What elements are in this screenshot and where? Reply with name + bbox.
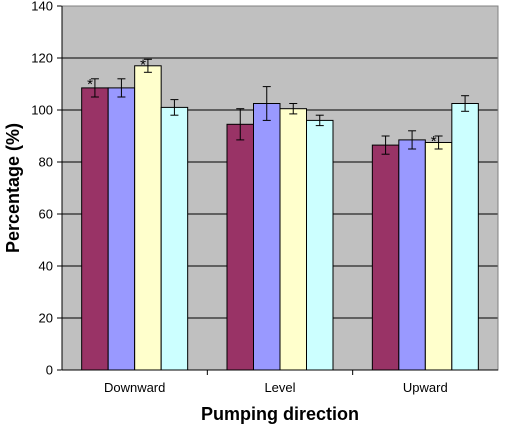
- x-tick-label: Downward: [104, 380, 165, 395]
- annotations: * * *: [87, 56, 437, 150]
- y-tick-labels: 0 20 40 60 80 100 120 140: [31, 0, 53, 378]
- significance-marker: *: [140, 56, 146, 73]
- bar: [398, 139, 426, 371]
- significance-marker: *: [87, 76, 93, 93]
- y-tick-label: 80: [39, 155, 53, 170]
- significance-marker: *: [431, 133, 437, 150]
- y-tick-label: 100: [31, 103, 53, 118]
- bar: [306, 119, 334, 371]
- bar: [253, 103, 281, 371]
- bar: [226, 123, 254, 371]
- x-tick-label: Level: [264, 380, 295, 395]
- error-bars: [90, 58, 470, 155]
- x-tick-label: Upward: [403, 380, 448, 395]
- y-axis-title: Percentage (%): [3, 123, 23, 253]
- y-tick-label: 60: [39, 207, 53, 222]
- y-tick-label: 120: [31, 51, 53, 66]
- x-tick-labels: Downward Level Upward: [104, 380, 448, 395]
- bar: [107, 87, 136, 371]
- bar: [81, 87, 109, 371]
- y-tick-label: 20: [39, 311, 53, 326]
- x-axis-title: Pumping direction: [201, 404, 359, 424]
- bar: [279, 108, 307, 371]
- y-tick-label: 140: [31, 0, 53, 14]
- y-tick-label: 40: [39, 259, 53, 274]
- bar: [160, 106, 189, 371]
- bars: [81, 65, 479, 371]
- bar: [134, 65, 162, 371]
- y-tick-label: 0: [46, 363, 53, 378]
- bar: [371, 144, 400, 371]
- axes: [57, 5, 499, 375]
- bar: [451, 103, 479, 371]
- bar: [424, 142, 453, 371]
